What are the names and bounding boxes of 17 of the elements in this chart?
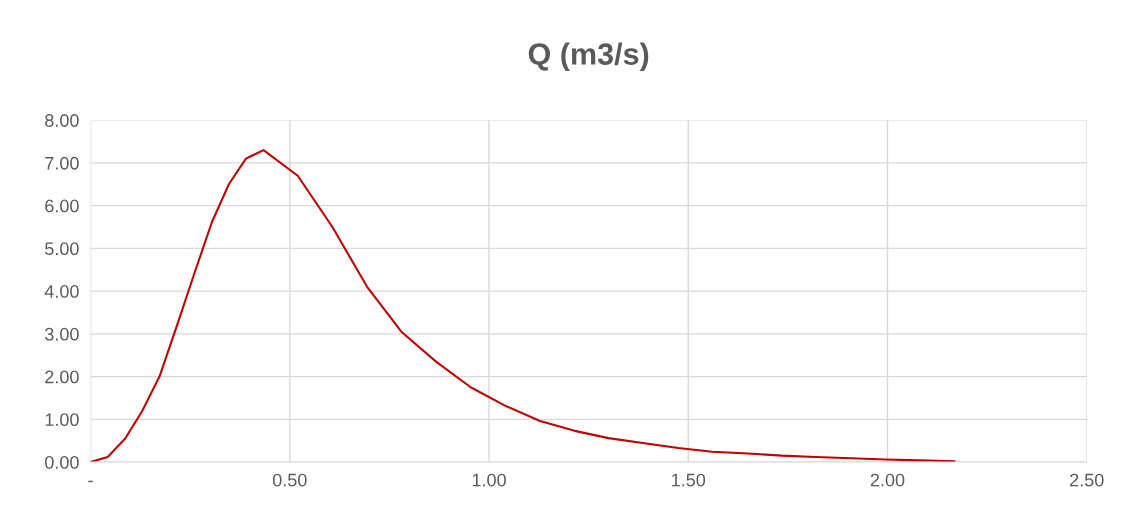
x-tick-label: 1.50 xyxy=(672,473,706,487)
line-series xyxy=(90,149,956,463)
x-tick-label: - xyxy=(88,480,93,483)
y-tick-label: 5.00 xyxy=(45,242,79,256)
y-tick-label: 8.00 xyxy=(45,114,79,127)
y-tick-label: 1.00 xyxy=(45,413,79,427)
y-tick-label: 7.00 xyxy=(45,156,79,170)
y-tick-label: 2.00 xyxy=(45,370,79,384)
x-tick-label: 2.50 xyxy=(1070,473,1104,487)
y-tick-label: 4.00 xyxy=(44,285,79,298)
y-tick-label: 6.00 xyxy=(45,199,79,213)
y-tick-label: 3.00 xyxy=(45,327,79,341)
chart-title: Q (m3/s) xyxy=(528,42,649,71)
x-tick-label: 1.00 xyxy=(472,473,506,487)
x-tick-label: 2.00 xyxy=(870,473,905,487)
y-tick-label: 0.00 xyxy=(45,455,79,469)
x-tick-label: 0.50 xyxy=(272,473,307,487)
